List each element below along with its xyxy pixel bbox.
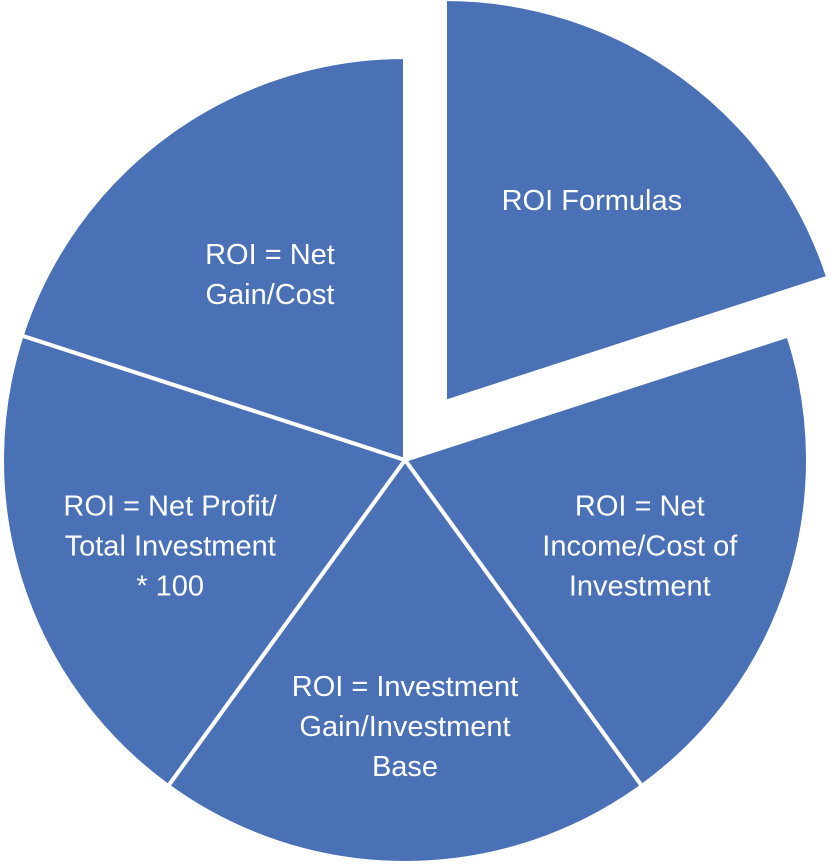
pie-label-line: ROI Formulas (502, 185, 682, 217)
pie-label-line: * 100 (136, 570, 204, 602)
pie-label-line: Income/Cost of (542, 530, 738, 562)
pie-label-line: Investment (569, 570, 711, 602)
pie-slice-net-profit (0, 332, 409, 789)
pie-label-net-gain: ROI = Net Gain/Cost (205, 239, 335, 311)
pie-slice-roi-formulas (443, 0, 829, 405)
pie-labels: ROI Formulas ROI = Net Income/Cost of Inves… (63, 185, 738, 783)
pie-label-line: Gain/Cost (206, 279, 335, 311)
pie-label-line: Base (372, 751, 438, 783)
pie-label-line: ROI = Net (205, 239, 335, 271)
pie-label-net-profit: ROI = Net Profit/Total Investment * 100 (63, 490, 277, 602)
pie-label-line: ROI = Investment (292, 671, 518, 703)
pie-label-line: Total Investment (65, 530, 276, 562)
pie-label-investment-gain: ROI = Investment Gain/Investment Base (292, 671, 518, 783)
pie-slice-investment-gain (165, 456, 645, 865)
pie-slice-net-gain (19, 54, 407, 463)
pie-label-line: ROI = Net (575, 490, 705, 522)
pie-label-net-income: ROI = Net Income/Cost of Investment (542, 490, 738, 602)
pie-label-roi-formulas: ROI Formulas (502, 185, 682, 217)
pie-slice-net-income (401, 332, 810, 789)
pie-label-line: Gain/Investment (299, 711, 510, 743)
pie-label-line: ROI = Net Profit/ (63, 490, 277, 522)
